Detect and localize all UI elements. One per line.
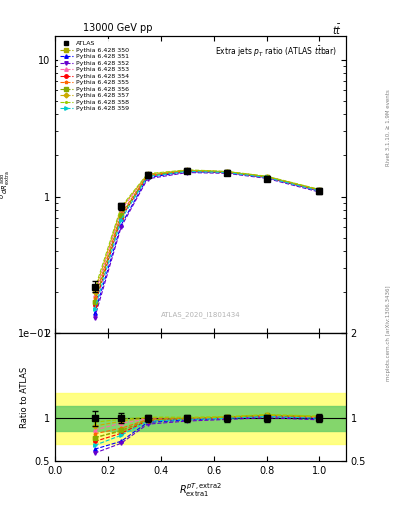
- Pythia 6.428 358: [224, 168, 229, 175]
- Pythia 6.428 353: [92, 292, 97, 298]
- Pythia 6.428 354: [185, 168, 189, 174]
- Line: Pythia 6.428 357: Pythia 6.428 357: [93, 168, 321, 294]
- Pythia 6.428 354: [119, 215, 123, 221]
- Pythia 6.428 357: [145, 171, 150, 177]
- Pythia 6.428 357: [92, 289, 97, 295]
- Pythia 6.428 354: [224, 169, 229, 175]
- Bar: [55, 393, 346, 444]
- Pythia 6.428 353: [264, 174, 269, 180]
- Pythia 6.428 357: [185, 167, 189, 173]
- Pythia 6.428 350: [92, 298, 97, 305]
- Pythia 6.428 356: [119, 212, 123, 218]
- Pythia 6.428 354: [264, 174, 269, 180]
- Line: Pythia 6.428 353: Pythia 6.428 353: [93, 169, 321, 297]
- Pythia 6.428 358: [119, 204, 123, 210]
- Legend: ATLAS, Pythia 6.428 350, Pythia 6.428 351, Pythia 6.428 352, Pythia 6.428 353, P: ATLAS, Pythia 6.428 350, Pythia 6.428 35…: [58, 39, 130, 113]
- Pythia 6.428 352: [185, 169, 189, 176]
- Pythia 6.428 354: [92, 303, 97, 309]
- Pythia 6.428 351: [92, 310, 97, 316]
- Pythia 6.428 353: [185, 168, 189, 174]
- X-axis label: $R_{\rm extra1}^{pT,{\rm extra2}}$: $R_{\rm extra1}^{pT,{\rm extra2}}$: [179, 481, 222, 499]
- Pythia 6.428 350: [264, 174, 269, 180]
- Pythia 6.428 359: [224, 169, 229, 176]
- Line: Pythia 6.428 352: Pythia 6.428 352: [93, 171, 321, 319]
- Pythia 6.428 351: [185, 168, 189, 175]
- Pythia 6.428 353: [224, 169, 229, 175]
- Pythia 6.428 359: [145, 174, 150, 180]
- Pythia 6.428 351: [317, 188, 322, 194]
- Pythia 6.428 350: [185, 167, 189, 174]
- Pythia 6.428 359: [185, 168, 189, 175]
- Pythia 6.428 351: [224, 169, 229, 176]
- Text: mcplots.cern.ch [arXiv:1306.3436]: mcplots.cern.ch [arXiv:1306.3436]: [386, 285, 391, 380]
- Pythia 6.428 353: [119, 207, 123, 213]
- Pythia 6.428 355: [92, 295, 97, 302]
- Line: Pythia 6.428 355: Pythia 6.428 355: [93, 169, 321, 300]
- Pythia 6.428 358: [185, 167, 189, 173]
- Pythia 6.428 359: [92, 306, 97, 312]
- Text: ATLAS_2020_I1801434: ATLAS_2020_I1801434: [161, 312, 240, 318]
- Pythia 6.428 351: [145, 175, 150, 181]
- Pythia 6.428 350: [317, 187, 322, 193]
- Line: Pythia 6.428 356: Pythia 6.428 356: [93, 169, 321, 304]
- Pythia 6.428 353: [317, 187, 322, 194]
- Y-axis label: Ratio to ATLAS: Ratio to ATLAS: [20, 367, 29, 428]
- Pythia 6.428 355: [119, 210, 123, 217]
- Pythia 6.428 351: [264, 175, 269, 181]
- Pythia 6.428 356: [92, 298, 97, 305]
- Line: Pythia 6.428 351: Pythia 6.428 351: [93, 170, 321, 315]
- Pythia 6.428 357: [224, 168, 229, 175]
- Pythia 6.428 355: [224, 168, 229, 175]
- Pythia 6.428 356: [185, 167, 189, 174]
- Pythia 6.428 355: [317, 187, 322, 193]
- Pythia 6.428 358: [92, 286, 97, 292]
- Pythia 6.428 356: [264, 174, 269, 180]
- Pythia 6.428 352: [317, 189, 322, 195]
- Pythia 6.428 355: [185, 167, 189, 174]
- Pythia 6.428 352: [92, 315, 97, 321]
- Pythia 6.428 355: [264, 174, 269, 180]
- Pythia 6.428 355: [145, 173, 150, 179]
- Pythia 6.428 352: [119, 224, 123, 230]
- Pythia 6.428 350: [224, 168, 229, 175]
- Text: 13000 GeV pp: 13000 GeV pp: [83, 23, 152, 33]
- Y-axis label: $\frac{1}{\sigma}\frac{d\sigma}{dR_{\rm extra}^{\rm add}}$: $\frac{1}{\sigma}\frac{d\sigma}{dR_{\rm …: [0, 170, 12, 199]
- Line: Pythia 6.428 358: Pythia 6.428 358: [93, 168, 321, 291]
- Line: Pythia 6.428 354: Pythia 6.428 354: [93, 169, 321, 307]
- Text: Rivet 3.1.10, ≥ 1.9M events: Rivet 3.1.10, ≥ 1.9M events: [386, 90, 391, 166]
- Pythia 6.428 357: [317, 187, 322, 193]
- Pythia 6.428 358: [264, 173, 269, 179]
- Pythia 6.428 359: [317, 188, 322, 194]
- Pythia 6.428 351: [119, 222, 123, 228]
- Pythia 6.428 353: [145, 172, 150, 178]
- Pythia 6.428 352: [224, 170, 229, 177]
- Pythia 6.428 356: [145, 173, 150, 179]
- Pythia 6.428 356: [224, 168, 229, 175]
- Pythia 6.428 354: [317, 187, 322, 194]
- Pythia 6.428 356: [317, 187, 322, 193]
- Pythia 6.428 359: [119, 217, 123, 223]
- Pythia 6.428 350: [145, 173, 150, 179]
- Pythia 6.428 358: [145, 170, 150, 177]
- Text: $t\bar{t}$: $t\bar{t}$: [332, 23, 342, 37]
- Pythia 6.428 357: [264, 174, 269, 180]
- Pythia 6.428 358: [317, 186, 322, 193]
- Bar: [55, 406, 346, 431]
- Pythia 6.428 352: [145, 176, 150, 182]
- Pythia 6.428 357: [119, 205, 123, 211]
- Pythia 6.428 359: [264, 175, 269, 181]
- Pythia 6.428 354: [145, 173, 150, 179]
- Text: Extra jets $p_T$ ratio (ATLAS $t\bar{t}$bar): Extra jets $p_T$ ratio (ATLAS $t\bar{t}$…: [215, 45, 337, 59]
- Line: Pythia 6.428 359: Pythia 6.428 359: [93, 169, 321, 311]
- Pythia 6.428 352: [264, 175, 269, 181]
- Line: Pythia 6.428 350: Pythia 6.428 350: [93, 169, 321, 304]
- Pythia 6.428 350: [119, 213, 123, 219]
